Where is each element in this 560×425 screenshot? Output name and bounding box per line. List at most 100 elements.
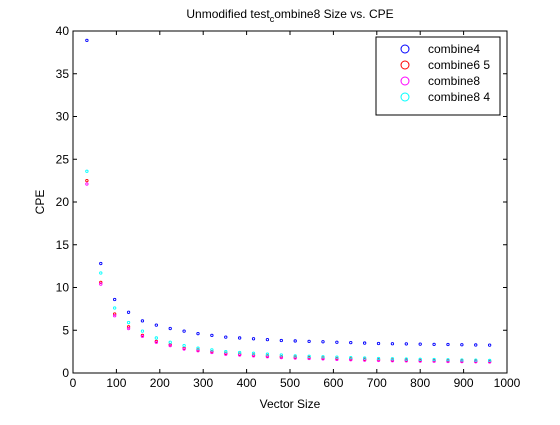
y-tick-label: 25 xyxy=(56,152,70,166)
data-point xyxy=(196,346,200,350)
data-point xyxy=(85,178,89,183)
data-point xyxy=(99,271,103,275)
x-tick-label: 700 xyxy=(367,376,387,390)
x-axis-label: Vector Size xyxy=(260,397,321,411)
data-point xyxy=(154,340,158,344)
data-point xyxy=(390,342,395,346)
data-point xyxy=(307,354,311,358)
data-point xyxy=(140,334,145,338)
data-point xyxy=(487,343,492,347)
data-point xyxy=(487,358,492,362)
legend-marker xyxy=(400,44,410,54)
data-point xyxy=(85,38,89,43)
data-point xyxy=(238,336,242,340)
data-point xyxy=(182,347,186,351)
data-point xyxy=(460,359,464,364)
data-point xyxy=(168,340,172,344)
legend-label: combine4 xyxy=(428,42,480,56)
series-combine4 xyxy=(85,38,492,347)
data-point xyxy=(85,182,89,186)
y-axis: 0 5 10 15 20 25 30 35 40 xyxy=(56,24,507,380)
data-point xyxy=(140,319,145,323)
data-point xyxy=(265,352,270,356)
legend-marker xyxy=(400,60,410,70)
data-point xyxy=(362,356,367,360)
data-point xyxy=(126,326,131,331)
data-point xyxy=(210,333,214,338)
data-point xyxy=(196,332,200,336)
data-point xyxy=(224,349,228,354)
data-point xyxy=(349,340,353,345)
data-point xyxy=(154,323,158,327)
data-point xyxy=(474,360,478,364)
data-point xyxy=(418,357,422,361)
data-point xyxy=(446,342,450,347)
y-tick-label: 10 xyxy=(56,281,70,295)
data-series xyxy=(85,38,492,364)
data-point xyxy=(321,340,325,344)
x-tick-label: 400 xyxy=(237,376,257,390)
data-point xyxy=(404,357,408,361)
x-axis: 0 100 200 300 400 500 600 700 800 900 1000 xyxy=(70,31,521,390)
y-tick-label: 20 xyxy=(56,195,70,209)
legend-box xyxy=(375,36,501,116)
x-tick-label: 100 xyxy=(106,376,126,390)
data-point xyxy=(168,326,172,331)
x-tick-label: 0 xyxy=(70,376,77,390)
legend-label: combine8 xyxy=(428,74,480,88)
data-point xyxy=(126,310,131,314)
data-point xyxy=(432,342,436,347)
y-tick-label: 0 xyxy=(62,366,69,380)
data-point xyxy=(460,343,464,347)
data-point xyxy=(349,355,353,360)
data-point xyxy=(85,169,89,173)
data-point xyxy=(140,329,145,333)
data-point xyxy=(418,342,422,346)
data-point xyxy=(418,359,422,363)
data-point xyxy=(182,343,186,348)
legend: combine4 combine6 5 combine8 combine8 4 xyxy=(375,36,501,116)
data-point xyxy=(335,355,339,359)
data-point xyxy=(113,314,117,318)
data-point xyxy=(446,359,450,364)
data-point xyxy=(362,341,367,345)
data-point xyxy=(168,343,172,348)
x-tick-label: 500 xyxy=(280,376,300,390)
x-tick-label: 900 xyxy=(454,376,474,390)
data-point xyxy=(404,342,408,346)
data-point xyxy=(99,280,103,285)
data-point xyxy=(293,354,297,358)
title-subscript: c xyxy=(270,14,275,24)
data-point xyxy=(251,337,256,341)
x-tick-label: 200 xyxy=(150,376,170,390)
data-point xyxy=(390,357,395,361)
data-point xyxy=(432,357,436,362)
y-tick-label: 35 xyxy=(56,67,70,81)
x-tick-label: 600 xyxy=(323,376,343,390)
data-point xyxy=(474,358,478,362)
data-point xyxy=(474,343,478,347)
data-point xyxy=(376,341,381,346)
data-point xyxy=(321,355,325,359)
data-point xyxy=(446,358,450,362)
data-point xyxy=(126,320,131,325)
data-point xyxy=(238,350,242,355)
data-point xyxy=(113,312,117,316)
data-point xyxy=(126,325,131,329)
data-point xyxy=(307,339,311,344)
data-point xyxy=(99,261,103,266)
data-point xyxy=(279,338,283,343)
y-tick-label: 40 xyxy=(56,24,70,38)
data-point xyxy=(335,340,339,344)
data-point xyxy=(404,359,408,363)
x-tick-label: 1000 xyxy=(494,376,521,390)
chart-title-text: Unmodified testcombine8 Size vs. CPE xyxy=(186,7,393,24)
data-point xyxy=(113,297,117,302)
data-point xyxy=(390,359,395,363)
data-point xyxy=(154,336,158,340)
legend-label: combine8 4 xyxy=(428,90,490,104)
series-combine8-4 xyxy=(85,169,492,362)
data-point xyxy=(210,348,214,352)
